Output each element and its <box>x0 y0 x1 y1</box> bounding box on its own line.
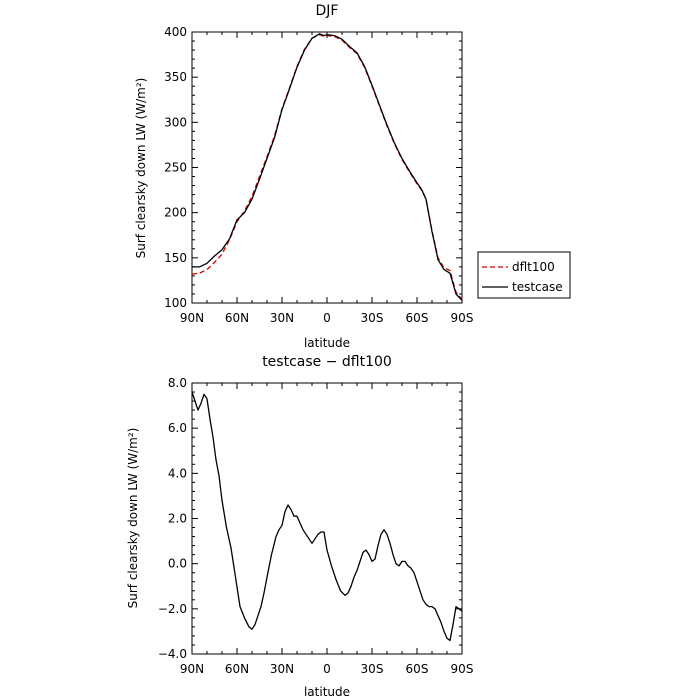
legend: dflt100 testcase <box>477 251 571 299</box>
y-tick-label: 350 <box>164 70 187 84</box>
x-tick-label: 60S <box>406 311 429 325</box>
y-tick-label: −4.0 <box>158 647 187 661</box>
plot-frame <box>191 31 463 304</box>
y-tick-label: 250 <box>164 161 187 175</box>
tick-group: 90N 60N 30N 0 30S 60S 90S 100 150 200 250 300 350 400 <box>164 25 473 325</box>
x-axis-label: latitude <box>304 336 350 350</box>
plot-frame <box>191 382 463 655</box>
x-tick-label: 60S <box>406 662 429 676</box>
series-line-series-0 <box>191 391 463 642</box>
y-axis-label: Surf clearsky down LW (W/m²) <box>134 78 148 259</box>
x-tick-label: 0 <box>323 311 331 325</box>
x-tick-label: 30N <box>270 311 294 325</box>
y-tick-label: 8.0 <box>168 376 187 390</box>
y-tick-label: 100 <box>164 296 187 310</box>
x-tick-label: 0 <box>323 662 331 676</box>
series-line-testcase <box>192 33 463 301</box>
y-tick-label: 4.0 <box>168 466 187 480</box>
legend-box <box>477 251 571 299</box>
chart-title: testcase − dflt100 <box>262 354 392 370</box>
y-tick-label: 0.0 <box>168 557 187 571</box>
panel-top: DJF 90N 60N 30N 0 30S 60S 90S 100 150 200 250 300 35… <box>134 3 571 350</box>
x-tick-label: 30S <box>361 311 384 325</box>
x-tick-label: 60N <box>225 311 249 325</box>
y-tick-label: 300 <box>164 115 187 129</box>
series-group <box>191 33 463 301</box>
x-tick-label: 90N <box>180 662 204 676</box>
x-tick-label: 90S <box>451 311 474 325</box>
x-axis-label: latitude <box>304 685 350 699</box>
series-line-dflt100 <box>191 34 463 300</box>
y-tick-label: 150 <box>164 251 187 265</box>
y-tick-label: 400 <box>164 25 187 39</box>
panel-bottom: testcase − dflt100 90N 60N 30N 0 30S 60S 90S −4… <box>126 354 473 699</box>
chart-title: DJF <box>316 3 339 19</box>
y-tick-label: −2.0 <box>158 602 187 616</box>
x-tick-label: 60N <box>225 662 249 676</box>
y-tick-label: 2.0 <box>168 512 187 526</box>
y-tick-label: 200 <box>164 206 187 220</box>
x-tick-label: 90S <box>451 662 474 676</box>
y-tick-label: 6.0 <box>168 421 187 435</box>
legend-label-dflt100: dflt100 <box>512 260 555 274</box>
x-tick-label: 30S <box>361 662 384 676</box>
legend-label-testcase: testcase <box>512 280 563 294</box>
y-axis-label: Surf clearsky down LW (W/m²) <box>126 428 140 609</box>
x-tick-label: 30N <box>270 662 294 676</box>
series-group <box>191 391 463 642</box>
x-tick-label: 90N <box>180 311 204 325</box>
tick-group: 90N 60N 30N 0 30S 60S 90S −4.0 −2.0 0.0 2.0 4.0 6.0 8… <box>158 376 474 676</box>
